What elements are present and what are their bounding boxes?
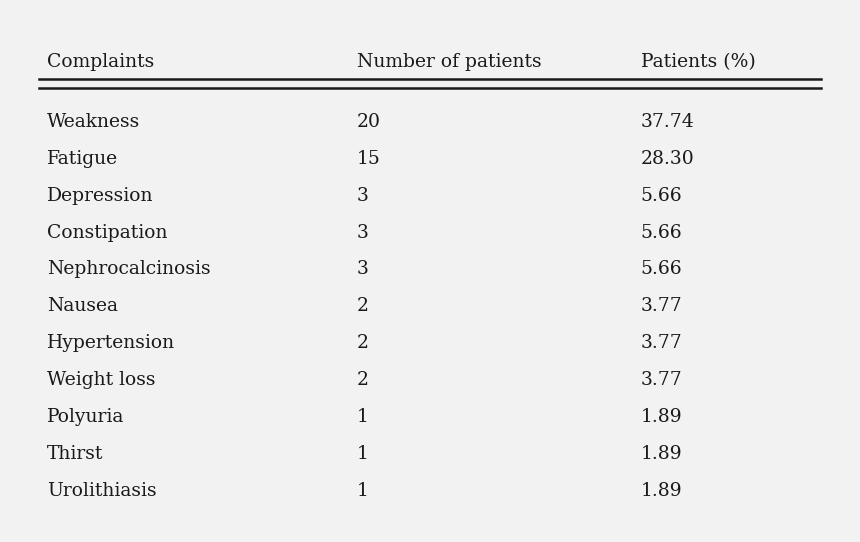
Text: 1: 1 bbox=[357, 408, 369, 426]
Text: Weakness: Weakness bbox=[47, 113, 140, 131]
Text: 28.30: 28.30 bbox=[641, 150, 695, 168]
Text: 1.89: 1.89 bbox=[641, 481, 682, 500]
Text: 5.66: 5.66 bbox=[641, 223, 682, 242]
Text: Nephrocalcinosis: Nephrocalcinosis bbox=[47, 260, 211, 279]
Text: 20: 20 bbox=[357, 113, 381, 131]
Text: Urolithiasis: Urolithiasis bbox=[47, 481, 157, 500]
Text: 3.77: 3.77 bbox=[641, 334, 683, 352]
Text: Fatigue: Fatigue bbox=[47, 150, 119, 168]
Text: 37.74: 37.74 bbox=[641, 113, 695, 131]
Text: Hypertension: Hypertension bbox=[47, 334, 175, 352]
Text: Complaints: Complaints bbox=[47, 53, 155, 72]
Text: 1: 1 bbox=[357, 444, 369, 463]
Text: Number of patients: Number of patients bbox=[357, 53, 542, 72]
Text: Nausea: Nausea bbox=[47, 297, 119, 315]
Text: 5.66: 5.66 bbox=[641, 186, 682, 205]
Text: 3: 3 bbox=[357, 223, 369, 242]
Text: Weight loss: Weight loss bbox=[47, 371, 156, 389]
Text: Thirst: Thirst bbox=[47, 444, 104, 463]
Text: Polyuria: Polyuria bbox=[47, 408, 125, 426]
Text: Depression: Depression bbox=[47, 186, 154, 205]
Text: Constipation: Constipation bbox=[47, 223, 168, 242]
Text: 1.89: 1.89 bbox=[641, 408, 682, 426]
Text: Patients (%): Patients (%) bbox=[641, 53, 755, 72]
Text: 15: 15 bbox=[357, 150, 381, 168]
Text: 3.77: 3.77 bbox=[641, 371, 683, 389]
Text: 1.89: 1.89 bbox=[641, 444, 682, 463]
Text: 1: 1 bbox=[357, 481, 369, 500]
Text: 2: 2 bbox=[357, 297, 369, 315]
Text: 2: 2 bbox=[357, 334, 369, 352]
Text: 3: 3 bbox=[357, 186, 369, 205]
Text: 3: 3 bbox=[357, 260, 369, 279]
Text: 3.77: 3.77 bbox=[641, 297, 683, 315]
Text: 2: 2 bbox=[357, 371, 369, 389]
Text: 5.66: 5.66 bbox=[641, 260, 682, 279]
